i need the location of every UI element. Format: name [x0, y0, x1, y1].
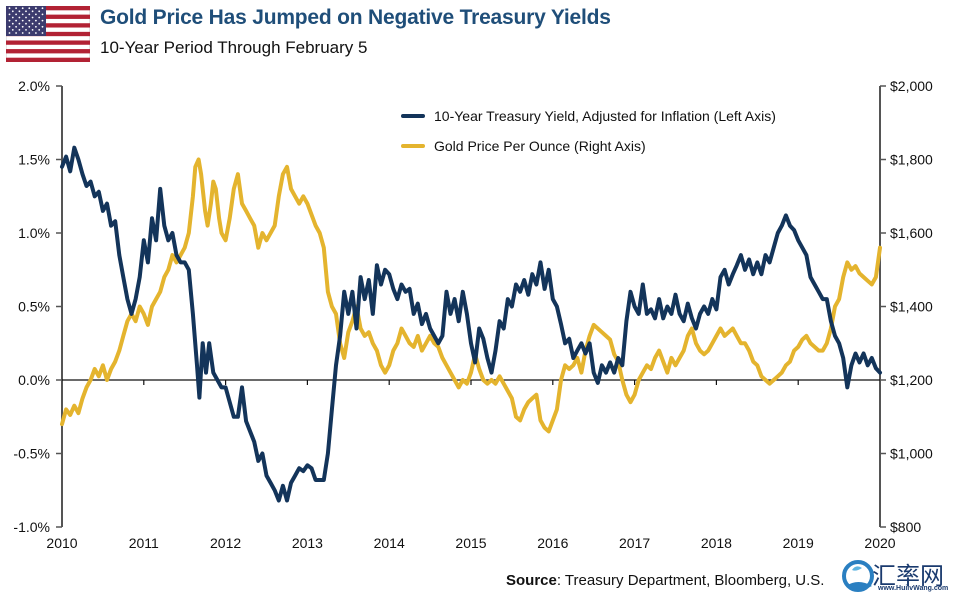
chart-subtitle: 10-Year Period Through February 5 [100, 38, 368, 57]
right-axis-tick-label: $1,400 [890, 299, 933, 315]
gold-price-line [60, 157, 882, 434]
x-axis-tick-label: 2012 [210, 535, 241, 551]
source-text: : Treasury Department, Bloomberg, U.S. [556, 572, 825, 589]
right-axis-tick-label: $1,800 [890, 152, 933, 168]
left-axis-tick-label: -1.0% [13, 519, 50, 535]
left-axis-tick-label: 1.0% [18, 225, 50, 241]
left-axis-tick-label: 2.0% [18, 78, 50, 94]
left-axis-tick-label: 1.5% [18, 152, 50, 168]
right-axis-tick-label: $2,000 [890, 78, 933, 94]
x-axis-tick-label: 2014 [374, 535, 405, 551]
series-lines [60, 145, 882, 503]
right-axis-tick-label: $1,000 [890, 446, 933, 462]
right-axis-tick-label: $1,600 [890, 225, 933, 241]
x-axis-tick-label: 2018 [701, 535, 732, 551]
x-axis-tick-label: 2019 [783, 535, 814, 551]
watermark-text: 汇率网 [872, 562, 944, 590]
source-label: Source [506, 572, 557, 589]
source-note: Source: Treasury Department, Bloomberg, … [506, 572, 824, 589]
left-axis-tick-label: -0.5% [13, 446, 50, 462]
legend-label-treasury: 10-Year Treasury Yield, Adjusted for Inf… [434, 108, 776, 124]
x-axis-tick-label: 2016 [537, 535, 568, 551]
left-axis-tick-label: 0.0% [18, 372, 50, 388]
us-flag-icon [6, 6, 90, 62]
x-axis-tick-label: 2020 [864, 535, 895, 551]
left-axis-tick-label: 0.5% [18, 299, 50, 315]
x-axis-tick-label: 2013 [292, 535, 323, 551]
legend-label-gold: Gold Price Per Ounce (Right Axis) [434, 138, 646, 154]
right-axis-tick-label: $800 [890, 519, 921, 535]
chart-title: Gold Price Has Jumped on Negative Treasu… [100, 6, 611, 29]
watermark-url: www.HuilvWang.com [878, 585, 949, 592]
x-axis-tick-label: 2017 [619, 535, 650, 551]
x-axis-tick-label: 2011 [129, 535, 159, 551]
treasury-yield-line [60, 145, 882, 503]
legend: 10-Year Treasury Yield, Adjusted for Inf… [401, 108, 776, 154]
x-axis-tick-label: 2015 [455, 535, 486, 551]
axes: 2.0% 1.5% 1.0% 0.5% 0.0% -0.5% -1.0% $2,000 $1,8… [13, 78, 933, 551]
right-axis-tick-label: $1,200 [890, 372, 933, 388]
watermark-logo-icon [842, 560, 874, 592]
x-axis-tick-label: 2010 [46, 535, 77, 551]
